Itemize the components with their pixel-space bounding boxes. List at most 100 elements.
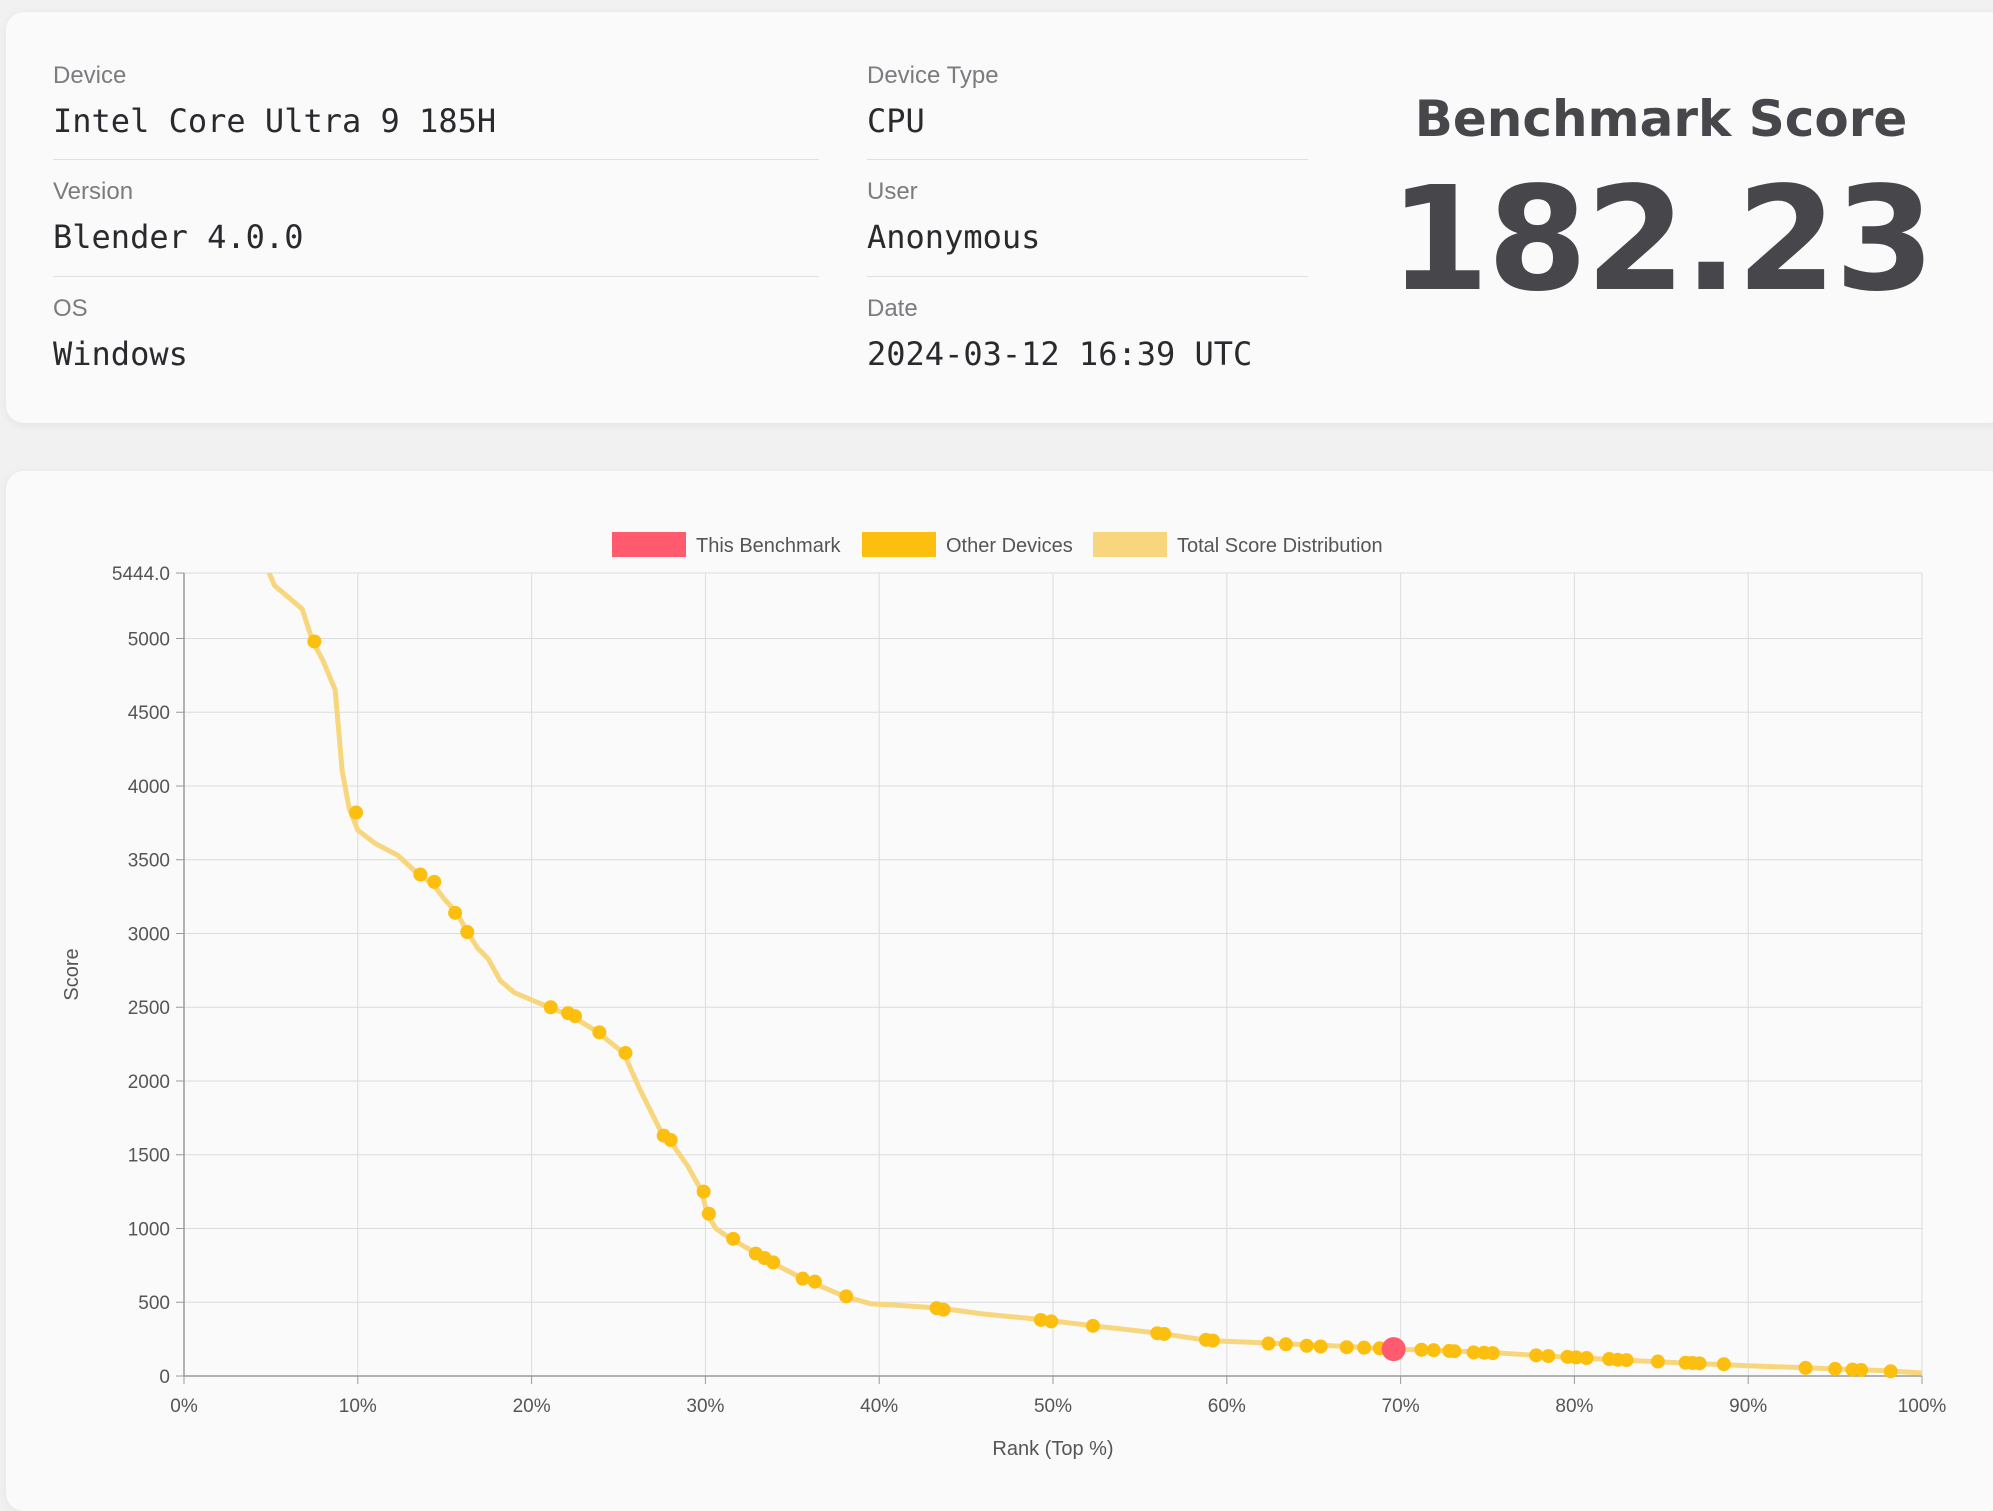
other-device-point — [1085, 1318, 1100, 1333]
other-device-point — [1619, 1353, 1634, 1368]
other-device-point — [1798, 1360, 1813, 1375]
y-tick-label: 2500 — [128, 998, 170, 1019]
y-tick-label: 4000 — [128, 777, 170, 798]
other-device-point — [936, 1302, 951, 1317]
device-type-label: Device Type — [867, 62, 999, 89]
y-tick-label: 1000 — [128, 1219, 170, 1240]
other-device-point — [839, 1289, 854, 1304]
other-device-point — [701, 1206, 716, 1221]
other-device-point — [1716, 1357, 1731, 1372]
other-device-point — [1692, 1356, 1707, 1371]
distribution-line — [266, 573, 1922, 1376]
x-tick-label: 60% — [1208, 1396, 1246, 1417]
score-distribution-card: This Benchmark Other Devices Total Score D… — [6, 471, 1993, 1511]
chart-legend: This Benchmark Other Devices Total Score D… — [612, 532, 1383, 557]
date-label: Date — [867, 295, 918, 322]
other-device-point — [1414, 1342, 1429, 1357]
chart-grid — [183, 572, 1923, 1377]
other-device-point — [1485, 1346, 1500, 1361]
y-axis-title: Score — [61, 948, 83, 1000]
other-device-point — [349, 805, 364, 820]
x-tick-label: 80% — [1555, 1396, 1593, 1417]
x-tick-label: 0% — [170, 1396, 198, 1417]
other-device-point — [1447, 1344, 1462, 1359]
other-device-point — [460, 925, 475, 940]
other-device-point — [307, 634, 322, 649]
other-device-point — [1299, 1338, 1314, 1353]
other-device-point — [543, 1000, 558, 1015]
os-value: Windows — [53, 335, 188, 373]
user-field: User Anonymous — [867, 178, 1040, 256]
other-device-point — [1854, 1362, 1869, 1377]
x-tick-label: 20% — [513, 1396, 551, 1417]
divider — [867, 159, 1308, 160]
score-distribution-chart: This Benchmark Other Devices Total Score D… — [61, 532, 1946, 1460]
date-value: 2024-03-12 16:39 UTC — [867, 335, 1253, 373]
y-tick-label: 3000 — [128, 924, 170, 945]
legend-label: Total Score Distribution — [1177, 535, 1383, 557]
other-device-point — [1883, 1364, 1898, 1379]
y-tick-label: 2000 — [128, 1072, 170, 1093]
x-tick-label: 30% — [686, 1396, 724, 1417]
other-device-point — [1569, 1350, 1584, 1365]
version-value: Blender 4.0.0 — [53, 218, 304, 256]
chart-series — [266, 573, 1922, 1379]
other-device-point — [795, 1271, 810, 1286]
os-field: OS Windows — [53, 295, 188, 373]
other-device-point — [766, 1255, 781, 1270]
other-device-point — [1426, 1343, 1441, 1358]
other-device-point — [1313, 1339, 1328, 1354]
other-device-point — [1579, 1351, 1594, 1366]
x-tick-label: 90% — [1729, 1396, 1767, 1417]
y-tick-label: 5444.0 — [112, 564, 170, 585]
other-device-point — [1466, 1345, 1481, 1360]
other-device-point — [1541, 1349, 1556, 1364]
other-device-point — [1650, 1354, 1665, 1369]
x-axis-title: Rank (Top %) — [992, 1438, 1113, 1460]
divider — [867, 276, 1308, 277]
x-tick-label: 50% — [1034, 1396, 1072, 1417]
y-tick-label: 1500 — [128, 1146, 170, 1167]
divider — [53, 159, 819, 160]
device-field: Device Intel Core Ultra 9 185H — [53, 62, 496, 140]
other-device-point — [1529, 1348, 1544, 1363]
other-device-point — [413, 867, 428, 882]
x-tick-label: 100% — [1898, 1396, 1947, 1417]
other-device-point — [1261, 1336, 1276, 1351]
other-device-point — [1205, 1333, 1220, 1348]
other-device-point — [1157, 1326, 1172, 1341]
os-label: OS — [53, 295, 88, 322]
other-device-point — [1339, 1340, 1354, 1355]
y-tick-label: 0 — [159, 1367, 170, 1388]
y-tick-label: 500 — [138, 1293, 170, 1314]
chart-axes: 0 500 1000 1500 2000 2500 3000 3500 4000 4500 5000… — [61, 564, 1946, 1460]
device-label: Device — [53, 62, 127, 89]
x-tick-label: 10% — [339, 1396, 377, 1417]
other-device-point — [618, 1045, 633, 1060]
other-device-point — [1278, 1337, 1293, 1352]
other-device-point — [807, 1274, 822, 1289]
legend-swatch — [862, 532, 936, 557]
device-type-field: Device Type CPU — [867, 62, 999, 140]
other-device-point — [726, 1231, 741, 1246]
other-device-point — [696, 1184, 711, 1199]
x-tick-label: 70% — [1382, 1396, 1420, 1417]
y-tick-label: 4500 — [128, 703, 170, 724]
other-device-point — [448, 905, 463, 920]
user-value: Anonymous — [867, 218, 1041, 256]
divider — [53, 276, 819, 277]
user-label: User — [867, 178, 918, 205]
other-device-point — [1357, 1340, 1372, 1355]
other-device-point — [1033, 1312, 1048, 1327]
other-device-point — [568, 1009, 583, 1024]
legend-swatch — [1093, 532, 1167, 557]
x-tick-label: 40% — [860, 1396, 898, 1417]
other-device-point — [592, 1025, 607, 1040]
version-field: Version Blender 4.0.0 — [53, 178, 303, 256]
this-benchmark-point — [1381, 1337, 1406, 1362]
other-device-point — [1828, 1361, 1843, 1376]
device-type-value: CPU — [867, 102, 925, 140]
other-device-point — [663, 1132, 678, 1147]
other-device-point — [1044, 1314, 1059, 1329]
version-label: Version — [53, 178, 134, 205]
